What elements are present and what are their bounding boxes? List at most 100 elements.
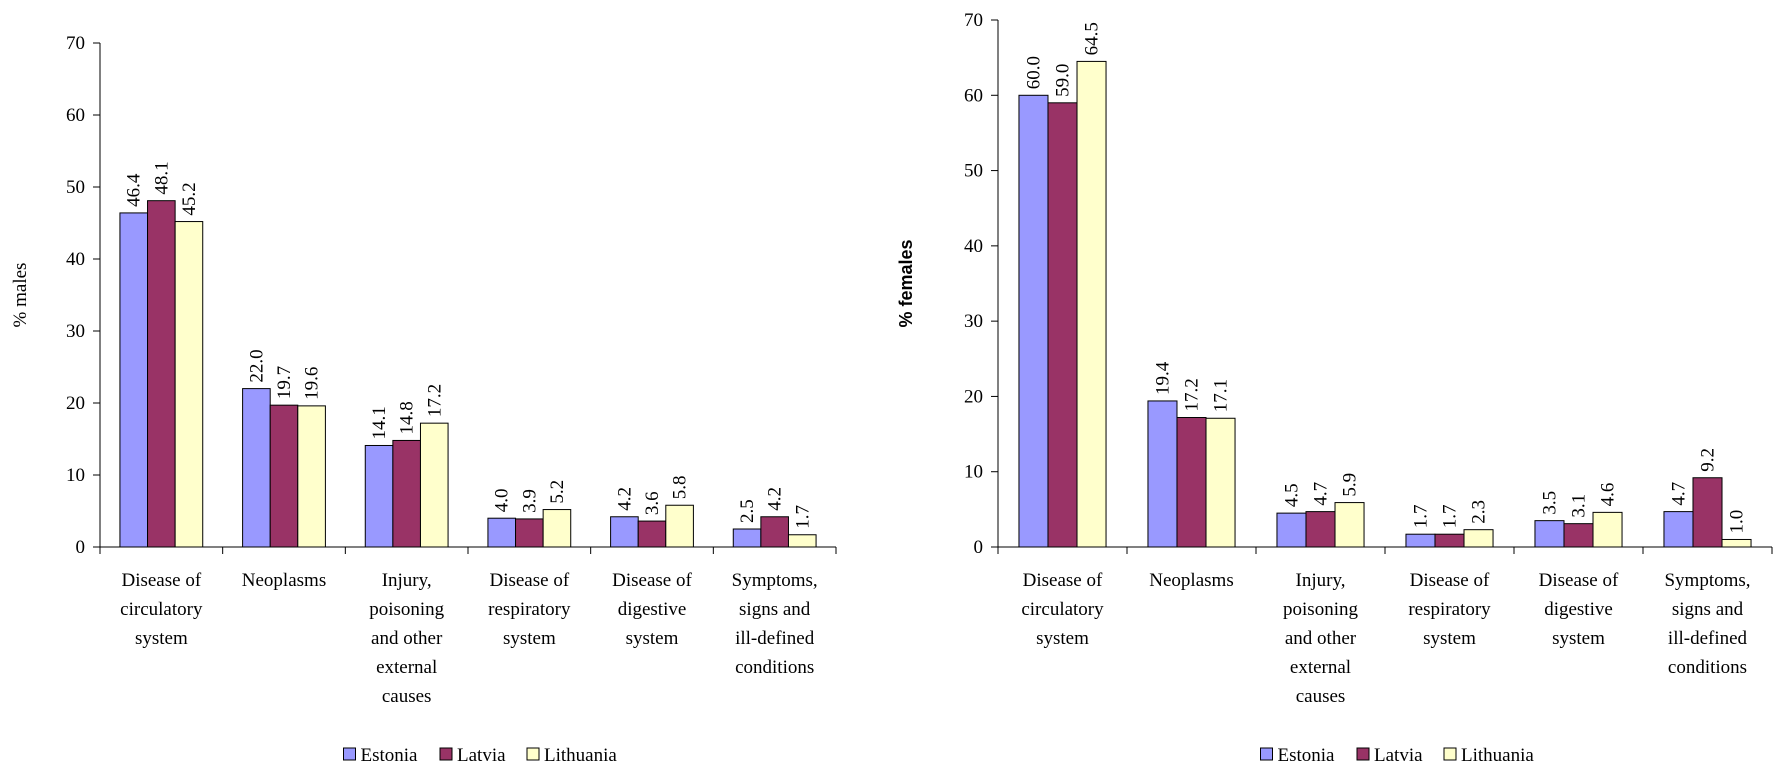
legend-label: Lithuania	[1461, 745, 1534, 766]
legend-label: Estonia	[1278, 745, 1336, 766]
value-label: 4.5	[1281, 483, 1302, 507]
bar	[419, 422, 449, 548]
y-tick-label: 0	[974, 537, 984, 558]
value-label: 5.8	[670, 475, 691, 499]
bar	[732, 528, 762, 548]
y-axis-label: % females	[896, 239, 916, 327]
y-tick-label: 70	[964, 10, 983, 31]
value-label: 3.1	[1569, 494, 1590, 518]
value-label: 1.7	[1440, 504, 1461, 528]
legend-label: Lithuania	[544, 745, 617, 766]
value-label: 14.8	[397, 401, 418, 434]
x-tick-label: Neoplasms	[242, 570, 326, 591]
value-label: 19.7	[274, 366, 295, 399]
bar	[269, 404, 299, 548]
y-tick-label: 30	[964, 311, 983, 332]
y-tick-label: 20	[66, 393, 85, 414]
value-label: 46.4	[124, 173, 145, 207]
y-tick-label: 10	[66, 465, 85, 486]
value-label: 17.2	[1182, 378, 1203, 411]
y-tick-label: 50	[964, 161, 983, 182]
bar	[487, 517, 517, 548]
value-label: 2.5	[737, 499, 758, 523]
bar	[1721, 538, 1752, 548]
bar	[1047, 102, 1078, 548]
bar	[1147, 400, 1178, 548]
value-label: 5.2	[547, 480, 568, 504]
bar	[1018, 94, 1049, 548]
bar	[364, 444, 394, 548]
bar	[1405, 533, 1436, 548]
legend-swatch	[526, 747, 540, 761]
legend-label: Latvia	[457, 745, 506, 766]
x-tick-label: Injury, poisoning and other external causes	[1283, 570, 1358, 707]
bar	[1305, 511, 1336, 548]
value-label: 3.5	[1539, 491, 1560, 515]
value-label: 1.7	[1410, 504, 1431, 528]
value-label: 4.2	[614, 487, 635, 511]
bar	[242, 388, 271, 548]
value-label: 60.0	[1023, 56, 1044, 89]
bar	[1534, 520, 1565, 548]
legend-swatch	[1443, 747, 1457, 761]
bar	[392, 439, 421, 548]
legend-swatch	[343, 747, 356, 761]
y-axis-label: % males	[10, 263, 31, 328]
bar	[1176, 417, 1207, 548]
value-label: 19.4	[1152, 361, 1173, 395]
value-label: 48.1	[151, 161, 172, 194]
x-tick-label: Injury, poisoning and other external causes	[369, 570, 444, 707]
bar	[787, 534, 817, 548]
y-tick-label: 50	[66, 177, 85, 198]
value-label: 4.2	[765, 487, 786, 511]
value-label: 59.0	[1053, 64, 1074, 97]
y-tick-label: 0	[76, 537, 86, 558]
x-tick-label: Disease of digestive system	[612, 570, 692, 649]
y-tick-label: 40	[964, 236, 983, 257]
y-tick-label: 10	[964, 462, 983, 483]
value-label: 45.2	[179, 182, 200, 215]
bar	[665, 504, 694, 548]
y-tick-label: 60	[964, 85, 983, 106]
legend-swatch	[1356, 747, 1370, 761]
value-label: 64.5	[1082, 22, 1103, 55]
bar	[1563, 523, 1594, 548]
bar	[1334, 502, 1365, 548]
value-label: 22.0	[246, 349, 267, 382]
bar	[760, 516, 789, 548]
x-tick-label: Disease of respiratory system	[488, 570, 571, 649]
x-tick-label: Neoplasms	[1149, 570, 1233, 591]
x-tick-label: Disease of respiratory system	[1408, 570, 1491, 649]
bar	[1076, 60, 1107, 548]
value-label: 17.1	[1211, 379, 1232, 412]
x-tick-label: Symptoms, signs and ill-defined conditions	[1664, 570, 1750, 678]
value-label: 4.6	[1598, 483, 1619, 507]
bar	[119, 212, 149, 548]
bar	[1434, 533, 1465, 548]
value-label: 1.7	[792, 505, 813, 529]
value-label: 5.9	[1340, 473, 1361, 497]
value-label: 4.7	[1311, 482, 1332, 506]
x-tick-label: Symptoms, signs and ill-defined conditions	[732, 570, 818, 678]
bar	[1592, 511, 1623, 548]
value-label: 19.6	[302, 367, 323, 400]
bar	[637, 520, 667, 548]
bar	[1692, 477, 1723, 548]
x-tick-label: Disease of digestive system	[1539, 570, 1619, 649]
y-tick-label: 20	[964, 386, 983, 407]
value-label: 4.0	[492, 488, 513, 512]
x-tick-label: Disease of circulatory system	[120, 570, 203, 649]
value-label: 14.1	[369, 406, 390, 439]
x-tick-label: Disease of circulatory system	[1021, 570, 1104, 649]
legend-label: Latvia	[1374, 745, 1423, 766]
bar	[1276, 512, 1307, 548]
value-label: 1.0	[1727, 510, 1748, 534]
value-label: 4.7	[1668, 482, 1689, 506]
bar	[297, 405, 326, 548]
bar	[1205, 417, 1236, 548]
value-label: 17.2	[424, 384, 445, 417]
bar	[1463, 529, 1494, 548]
value-label: 9.2	[1698, 448, 1719, 472]
bar	[610, 516, 639, 548]
